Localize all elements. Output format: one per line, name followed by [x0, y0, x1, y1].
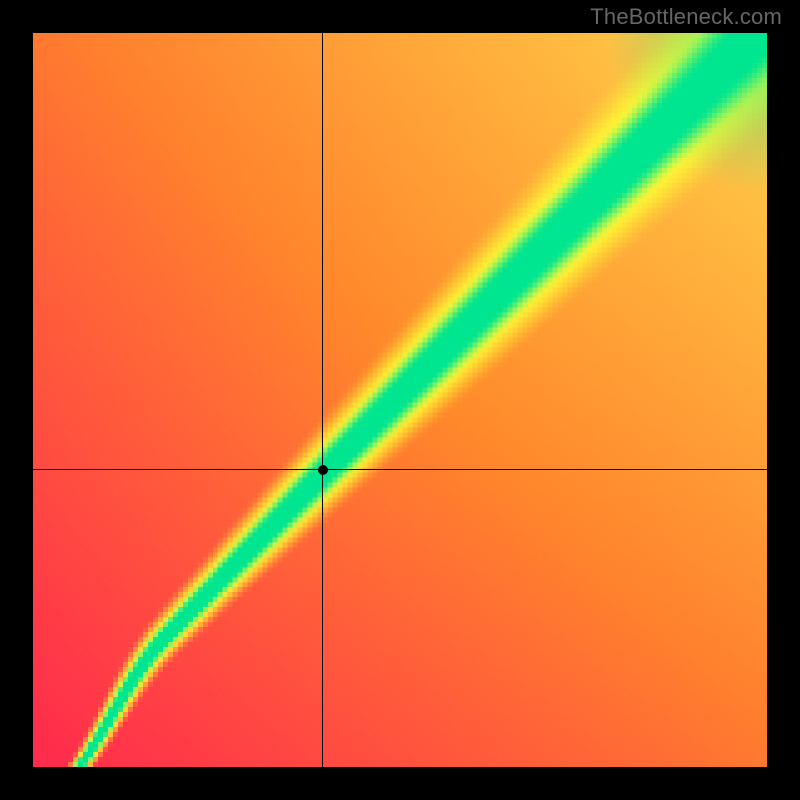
- watermark-text: TheBottleneck.com: [590, 4, 782, 30]
- heatmap-canvas: [33, 33, 767, 767]
- crosshair-vertical: [322, 33, 323, 767]
- chart-container: TheBottleneck.com: [0, 0, 800, 800]
- crosshair-horizontal: [33, 469, 767, 470]
- crosshair-marker: [318, 465, 328, 475]
